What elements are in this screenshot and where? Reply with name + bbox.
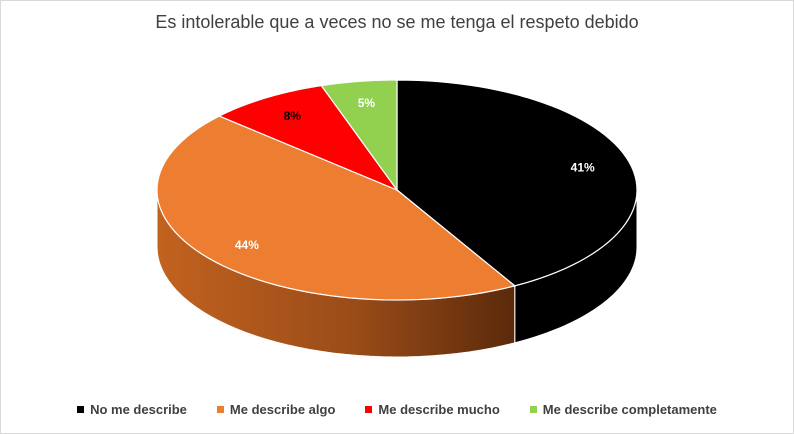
legend-swatch (365, 406, 373, 413)
legend-label: Me describe completamente (542, 402, 717, 417)
legend-item-me-describe-mucho: Me describe mucho (365, 402, 500, 417)
data-label-me-describe-algo: 44% (235, 238, 259, 252)
legend-item-me-describe-algo: Me describe algo (216, 402, 336, 417)
legend: No me describe Me describe algo Me descr… (0, 402, 794, 417)
data-label-no-me-describe: 41% (571, 161, 595, 175)
legend-label: Me describe algo (229, 402, 336, 417)
pie-slice-me-describe-completamente (320, 79, 398, 192)
legend-label: No me describe (90, 402, 187, 417)
legend-item-no-me-describe: No me describe (77, 402, 187, 417)
data-label-me-describe-completamente: 5% (358, 96, 376, 110)
pie-slice-me-describe-mucho (217, 84, 399, 192)
legend-swatch (216, 406, 224, 413)
data-label-me-describe-mucho: 8% (284, 109, 302, 123)
chart-title: Es intolerable que a veces no se me teng… (155, 12, 639, 32)
legend-swatch (77, 406, 85, 413)
pie-slice-me-describe-algo (156, 115, 517, 301)
legend-swatch (529, 406, 537, 413)
legend-item-me-describe-completamente: Me describe completamente (529, 402, 717, 417)
pie-slice-no-me-describe (396, 79, 638, 287)
legend-label: Me describe mucho (378, 402, 500, 417)
